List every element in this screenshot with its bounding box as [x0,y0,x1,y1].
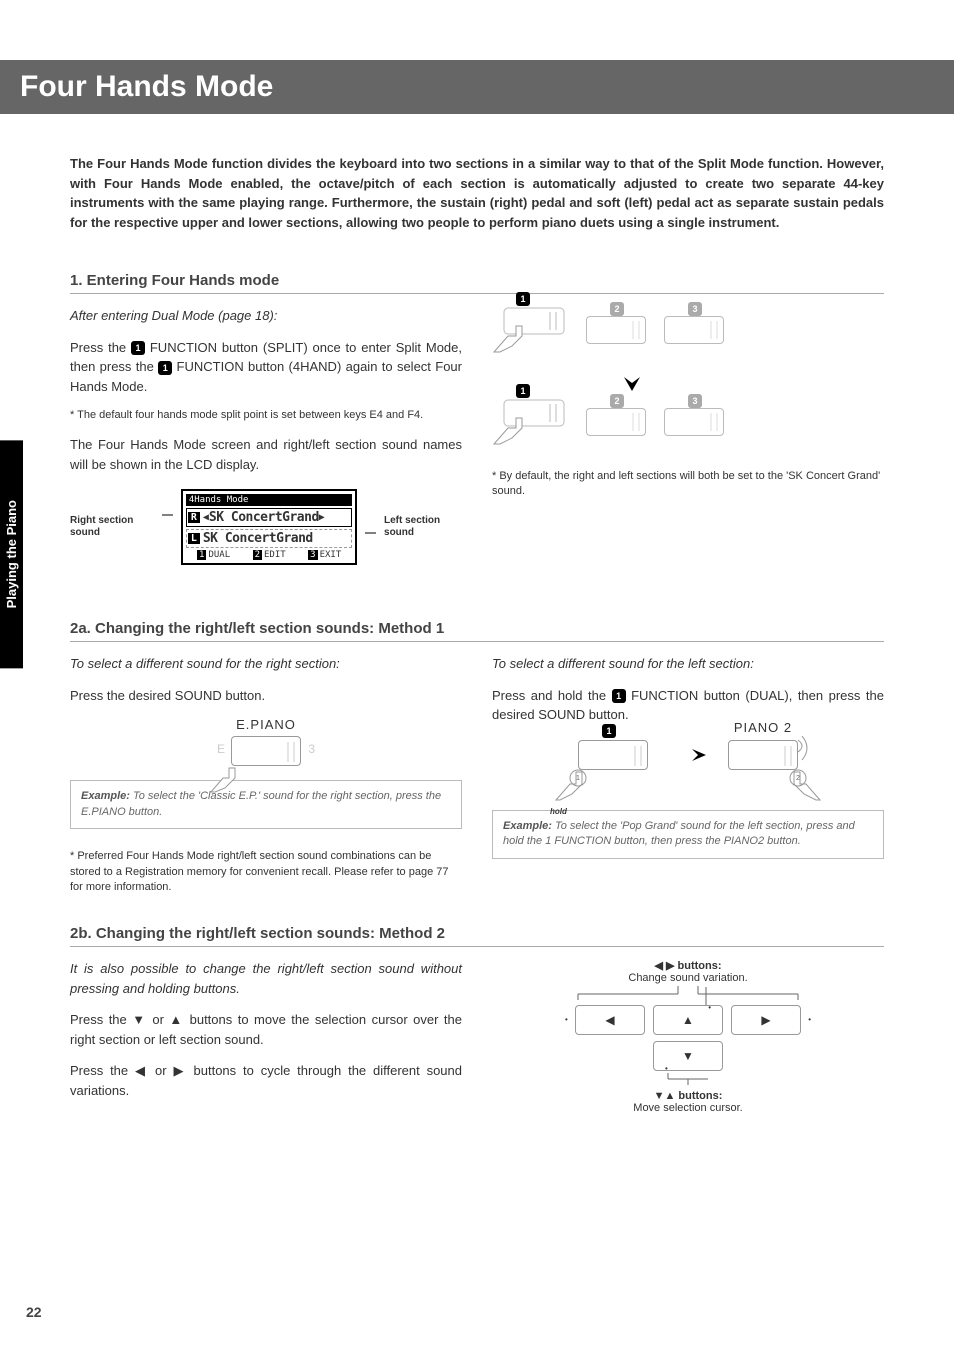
left-section-label-text: Left section sound [384,515,440,538]
left-section-label: Left section sound [384,515,462,539]
connector-line-icon [365,507,376,547]
s2a-left-press1: Press and hold the [492,688,612,703]
s2b-p2: Press the ▼ or ▲ buttons to move the sel… [70,1010,462,1049]
section-2a-header: 2a. Changing the right/left section soun… [70,620,884,642]
svg-text:1: 1 [576,775,580,782]
s1-press-txt1: Press the [70,340,131,355]
badge-1-icon: 1 [516,292,530,306]
badge-3-icon: 3 [688,302,702,316]
s2b-p1: It is also possible to change the right/… [70,959,462,998]
connector-line-icon [162,507,173,547]
s2a-left-press: Press and hold the 1 FUNCTION button (DU… [492,686,884,725]
example-box-left: Example: To select the 'Pop Grand' sound… [492,810,884,859]
page-title-banner: Four Hands Mode [0,60,954,114]
lcd-title: 4Hands Mode [186,494,353,506]
lcd-row-left: L SK ConcertGrand [186,529,353,548]
lcd-b1: DUAL [208,550,230,560]
piano2-label: PIANO 2 [728,720,798,735]
s1-shown: The Four Hands Mode screen and right/lef… [70,435,462,474]
conn-icon [705,987,707,1005]
function-button-2 [586,316,646,344]
svg-text:2: 2 [796,775,800,782]
section-1-header: 1. Entering Four Hands mode [70,272,884,294]
badge-3-icon: 3 [688,394,702,408]
ud-buttons-label: ▼▲ buttons: [492,1090,884,1102]
cursor-right-button: ▶ [731,1005,801,1035]
s1-note: * The default four hands mode split poin… [70,408,462,423]
function-1-icon: 1 [612,689,626,703]
badge-1-icon: 1 [516,384,530,398]
side-num-icon: 3 [308,742,315,756]
lr-buttons-label: ◀ ▶ buttons: [492,959,884,972]
motion-lines-icon [796,736,812,776]
example-right-text: To select the 'Classic E.P.' sound for t… [81,790,441,817]
press-hand-hold-icon: 1 [552,756,602,806]
right-section-label-text: Right section sound [70,515,133,538]
function-button-3 [664,408,724,436]
function-button-2 [586,408,646,436]
example-box-right: Example: To select the 'Classic E.P.' so… [70,780,462,829]
cursor-down-button: ▼ [653,1041,723,1071]
s2a-footnote: * Preferred Four Hands Mode right/left s… [70,849,462,895]
bracket-down-icon [638,1071,738,1087]
press-hand-icon [209,754,249,794]
hold-label: hold [550,807,567,816]
s1-default-note: * By default, the right and left section… [492,469,884,500]
press-hand-icon [492,398,568,446]
lcd-right-sound: SK ConcertGrand [209,510,319,525]
cursor-up-button: ▲ [653,1005,723,1035]
lcd-marker-r: R [188,512,200,523]
dot-icon: • [665,1064,668,1073]
lcd-left-sound: SK ConcertGrand [203,531,313,546]
lcd-b2: EDIT [264,550,286,560]
cursor-diagram: ◀ ▶ buttons: Change sound variation. ◀ • [492,959,884,1114]
s2b-p3: Press the ◀ or ▶ buttons to cycle throug… [70,1061,462,1100]
intro-paragraph: The Four Hands Mode function divides the… [70,154,884,232]
cursor-left-button: ◀ [575,1005,645,1035]
badge-1-icon: 1 [602,724,616,738]
lr-buttons-sub: Change sound variation. [492,972,884,984]
example-label: Example: [503,820,552,832]
section-2b-header: 2b. Changing the right/left section soun… [70,925,884,947]
lcd-display: 4Hands Mode R ◀ SK ConcertGrand ▶ L SK C… [181,489,358,565]
dot-icon: • [708,1003,711,1012]
dot-icon: • [565,1015,568,1024]
button-diagram-1: 1 2 3 [492,306,884,449]
s1-press: Press the 1 FUNCTION button (SPLIT) once… [70,338,462,397]
example-left-text: To select the 'Pop Grand' sound for the … [503,820,855,847]
press-hand-icon [492,306,568,354]
epiano-label: E.PIANO [191,717,341,732]
ud-buttons-sub: Move selection cursor. [492,1102,884,1114]
s2a-right-title: To select a different sound for the righ… [70,654,462,674]
s2a-right-press: Press the desired SOUND button. [70,686,462,706]
right-arrow-icon [668,745,708,765]
example-label: Example: [81,790,130,802]
down-arrow-icon [492,365,772,395]
function-1-icon: 1 [131,341,145,355]
right-section-label: Right section sound [70,515,154,539]
bracket-icon [558,984,818,1002]
badge-2-icon: 2 [610,302,624,316]
s2a-left-title: To select a different sound for the left… [492,654,884,674]
s1-after: After entering Dual Mode (page 18): [70,306,462,326]
lcd-marker-l: L [188,533,200,544]
lcd-row-right: R ◀ SK ConcertGrand ▶ [186,508,353,527]
function-1-icon: 1 [158,361,172,375]
lcd-b3: EXIT [320,550,342,560]
dot-icon: • [808,1015,811,1024]
function-button-3 [664,316,724,344]
badge-2-icon: 2 [610,394,624,408]
page-number: 22 [26,1304,42,1320]
lcd-bottom-row: 1DUAL 2EDIT 3EXIT [186,550,353,560]
